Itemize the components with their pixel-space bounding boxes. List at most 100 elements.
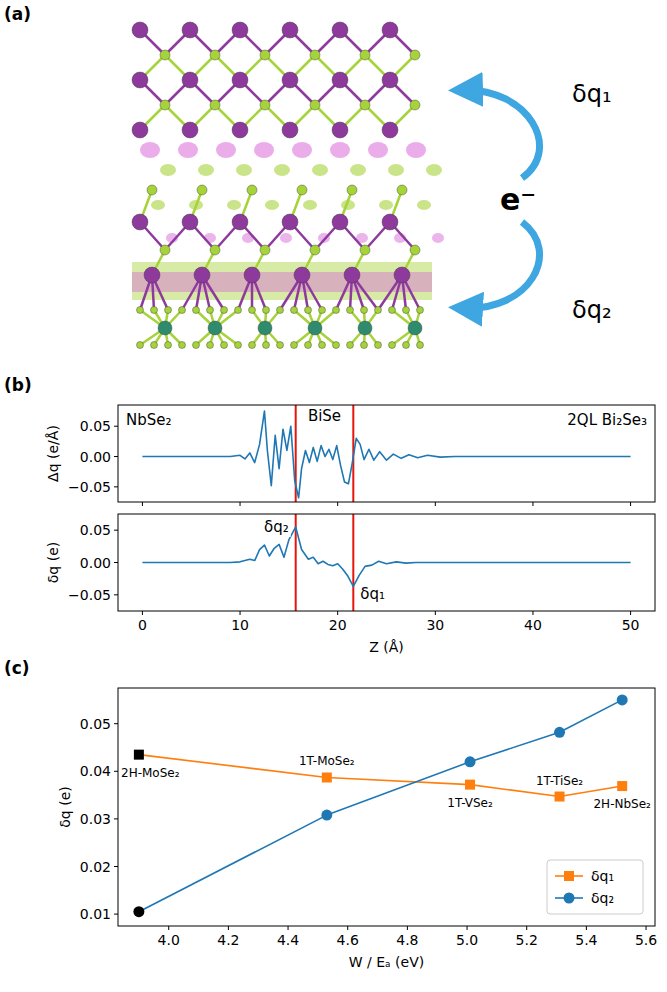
atom bbox=[305, 307, 312, 314]
atom bbox=[160, 50, 170, 60]
atom bbox=[410, 100, 420, 110]
annotation: δq₁ bbox=[360, 585, 385, 603]
x-tick bbox=[586, 926, 587, 930]
charge-blob bbox=[303, 200, 317, 210]
plot-frame bbox=[118, 405, 655, 502]
atom bbox=[389, 342, 396, 349]
charge-blob bbox=[292, 142, 312, 158]
legend-box bbox=[547, 860, 643, 914]
charge-blob bbox=[265, 200, 279, 210]
atom bbox=[308, 321, 322, 335]
atom bbox=[232, 122, 248, 138]
chart: (c)4.04.24.44.64.85.05.25.45.60.010.020.… bbox=[4, 658, 657, 970]
atom bbox=[310, 100, 320, 110]
charge-blob bbox=[198, 164, 214, 176]
y-axis-title: δq (e) bbox=[45, 542, 61, 583]
y-tick bbox=[114, 771, 118, 772]
annotation: NbSe₂ bbox=[126, 411, 172, 429]
atom bbox=[332, 22, 348, 38]
x-tick bbox=[228, 926, 229, 930]
x-tick bbox=[142, 502, 143, 506]
atom bbox=[389, 307, 396, 314]
x-tick bbox=[337, 502, 338, 506]
charge-blob bbox=[330, 142, 350, 158]
annotation: 2QL Bi₂Se₃ bbox=[567, 411, 647, 429]
legend-marker bbox=[564, 893, 575, 904]
x-tick bbox=[168, 926, 169, 930]
x-tick-label: 5.4 bbox=[575, 932, 597, 948]
atom bbox=[310, 50, 320, 60]
atom bbox=[132, 72, 148, 88]
x-tick bbox=[337, 611, 338, 615]
annotation: δq₂ bbox=[264, 518, 289, 536]
atom bbox=[132, 22, 148, 38]
atom bbox=[165, 342, 172, 349]
charge-blob bbox=[312, 164, 328, 176]
atom bbox=[182, 22, 198, 38]
figure: (a)δq₁e⁻δq₂(b)−0.050.000.05Δq (e/Å)NbSe₂… bbox=[0, 0, 667, 992]
y-tick bbox=[114, 562, 118, 563]
atom bbox=[333, 342, 340, 349]
atom bbox=[360, 100, 370, 110]
x-tick-label: 4.8 bbox=[396, 932, 418, 948]
atom bbox=[332, 214, 348, 230]
y-axis-title: δq (e) bbox=[57, 786, 73, 827]
transfer-arrow bbox=[462, 90, 540, 178]
chart: 01020304050−0.050.000.05δq (e)Z (Å)δq₂δq… bbox=[45, 514, 655, 655]
atom bbox=[235, 342, 242, 349]
legend-label: δq₁ bbox=[591, 868, 614, 884]
y-tick-label: −0.05 bbox=[68, 479, 111, 495]
atom bbox=[360, 245, 370, 255]
y-tick-label: 0.05 bbox=[80, 522, 111, 538]
data-point bbox=[465, 780, 475, 790]
atom bbox=[132, 214, 148, 230]
atom bbox=[282, 22, 298, 38]
atom bbox=[160, 100, 170, 110]
atom bbox=[408, 321, 422, 335]
data-point bbox=[321, 810, 332, 821]
y-tick-label: 0.01 bbox=[80, 906, 111, 922]
label-patch bbox=[262, 517, 291, 537]
point-label: 2H-MoSe₂ bbox=[121, 766, 180, 780]
transfer-arrow bbox=[462, 222, 540, 308]
y-tick bbox=[114, 486, 118, 487]
x-tick bbox=[532, 611, 533, 615]
data-point bbox=[554, 727, 565, 738]
atom bbox=[382, 122, 398, 138]
atom bbox=[410, 245, 420, 255]
atom bbox=[235, 307, 242, 314]
x-tick bbox=[435, 502, 436, 506]
atom bbox=[305, 342, 312, 349]
atom bbox=[244, 267, 260, 283]
atom bbox=[137, 307, 144, 314]
atom bbox=[319, 342, 326, 349]
y-tick bbox=[114, 594, 118, 595]
x-axis-title: Z (Å) bbox=[369, 639, 404, 655]
atom bbox=[182, 72, 198, 88]
x-tick bbox=[532, 502, 533, 506]
atom bbox=[144, 267, 160, 283]
y-tick bbox=[114, 723, 118, 724]
data-point bbox=[617, 694, 628, 705]
atom bbox=[247, 185, 257, 195]
atom bbox=[282, 214, 298, 230]
legend-label: δq₂ bbox=[591, 890, 614, 906]
atom bbox=[319, 307, 326, 314]
x-tick-label: 4.6 bbox=[337, 932, 359, 948]
data-point bbox=[617, 781, 627, 791]
x-tick bbox=[435, 611, 436, 615]
x-tick-label: 30 bbox=[426, 617, 444, 633]
atom bbox=[294, 267, 310, 283]
series-line bbox=[142, 527, 630, 587]
atom bbox=[210, 100, 220, 110]
atom bbox=[208, 321, 222, 335]
charge-blob bbox=[160, 164, 176, 176]
charge-blob bbox=[254, 142, 274, 158]
atom bbox=[397, 185, 407, 195]
atom bbox=[291, 342, 298, 349]
atom bbox=[197, 185, 207, 195]
atom bbox=[151, 307, 158, 314]
atom bbox=[403, 307, 410, 314]
x-tick bbox=[347, 926, 348, 930]
atom bbox=[417, 342, 424, 349]
